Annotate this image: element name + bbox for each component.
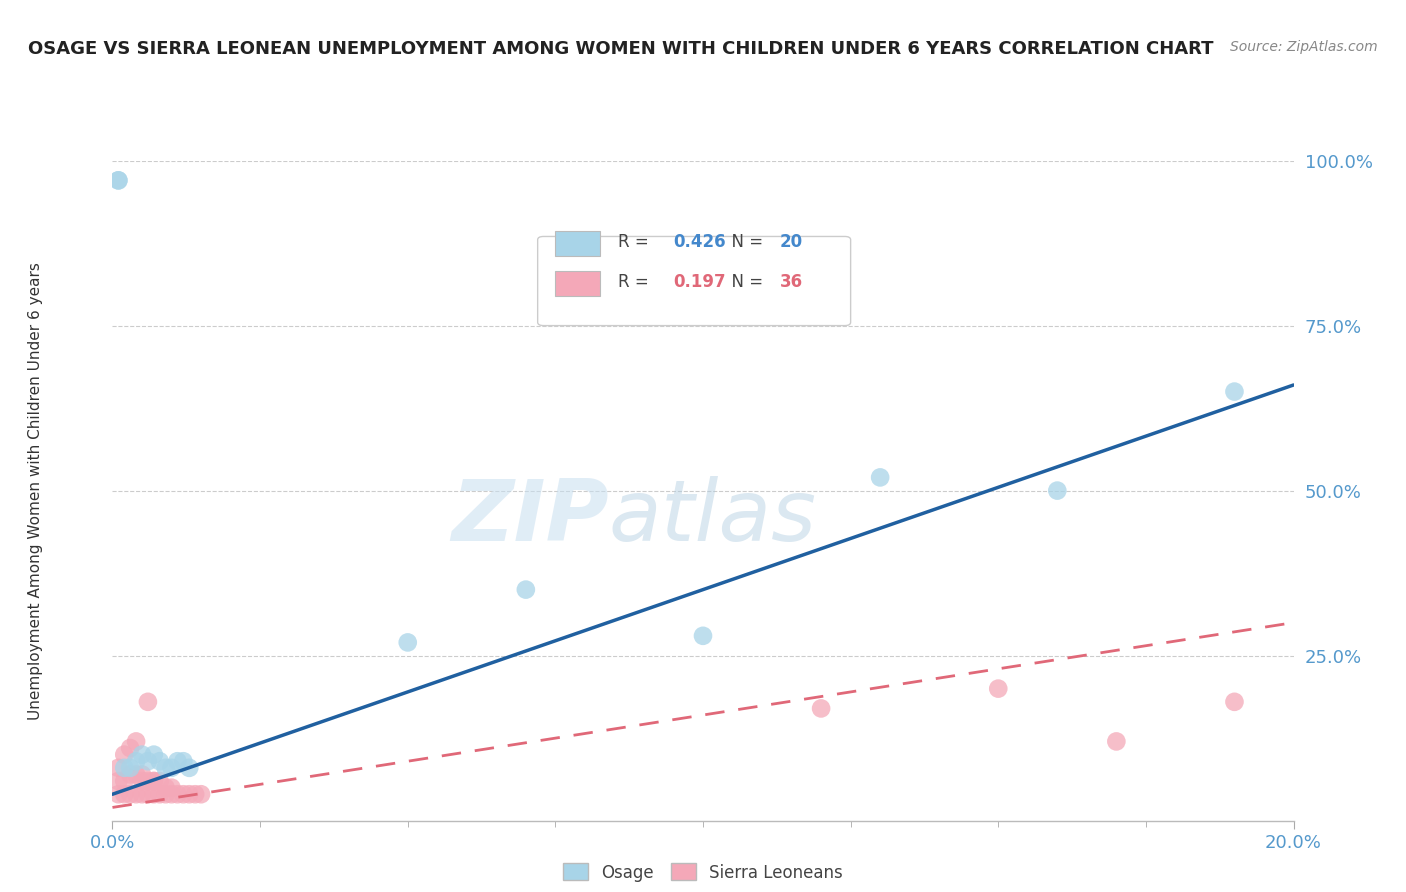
Point: [179, 787, 201, 801]
Point: [172, 787, 194, 801]
Point: [120, 761, 142, 775]
Point: [142, 787, 165, 801]
Point: [125, 754, 148, 768]
Point: [810, 701, 832, 715]
Text: 20: 20: [780, 234, 803, 252]
Point: [142, 774, 165, 789]
Text: 36: 36: [780, 273, 803, 291]
Point: [155, 761, 177, 775]
Point: [142, 774, 165, 789]
Point: [142, 747, 165, 762]
Text: R =: R =: [619, 234, 654, 252]
Point: [160, 780, 183, 795]
Text: 0.197: 0.197: [673, 273, 725, 291]
Point: [149, 754, 172, 768]
Point: [190, 787, 212, 801]
Point: [396, 635, 419, 649]
Point: [107, 761, 129, 775]
Point: [125, 734, 148, 748]
Point: [515, 582, 537, 597]
Point: [112, 747, 135, 762]
Point: [1046, 483, 1069, 498]
Point: [107, 173, 129, 187]
Text: 0.426: 0.426: [673, 234, 725, 252]
Point: [107, 173, 129, 187]
Point: [120, 741, 142, 756]
Text: N =: N =: [721, 273, 768, 291]
Point: [987, 681, 1010, 696]
Point: [112, 787, 135, 801]
Point: [131, 747, 153, 762]
Point: [149, 787, 172, 801]
Point: [160, 787, 183, 801]
Point: [131, 767, 153, 781]
Point: [136, 787, 159, 801]
Point: [155, 787, 177, 801]
FancyBboxPatch shape: [555, 271, 600, 296]
Point: [172, 754, 194, 768]
Point: [136, 695, 159, 709]
FancyBboxPatch shape: [555, 231, 600, 256]
Point: [120, 787, 142, 801]
Point: [1223, 695, 1246, 709]
Point: [136, 774, 159, 789]
Point: [149, 774, 172, 789]
Point: [1223, 384, 1246, 399]
Text: Source: ZipAtlas.com: Source: ZipAtlas.com: [1230, 40, 1378, 54]
Point: [184, 787, 207, 801]
Legend: Osage, Sierra Leoneans: Osage, Sierra Leoneans: [557, 856, 849, 888]
Text: atlas: atlas: [609, 475, 817, 558]
Point: [166, 754, 188, 768]
Point: [1105, 734, 1128, 748]
Point: [107, 787, 129, 801]
Point: [692, 629, 714, 643]
Point: [112, 774, 135, 789]
Point: [131, 787, 153, 801]
Point: [107, 774, 129, 789]
Point: [155, 780, 177, 795]
Point: [160, 761, 183, 775]
Point: [112, 761, 135, 775]
Point: [166, 787, 188, 801]
Text: ZIP: ZIP: [451, 475, 609, 558]
Text: R =: R =: [619, 273, 654, 291]
Point: [131, 774, 153, 789]
Point: [136, 754, 159, 768]
Point: [125, 767, 148, 781]
FancyBboxPatch shape: [537, 236, 851, 326]
Text: OSAGE VS SIERRA LEONEAN UNEMPLOYMENT AMONG WOMEN WITH CHILDREN UNDER 6 YEARS COR: OSAGE VS SIERRA LEONEAN UNEMPLOYMENT AMO…: [28, 40, 1213, 58]
Point: [120, 767, 142, 781]
Text: Unemployment Among Women with Children Under 6 years: Unemployment Among Women with Children U…: [28, 261, 42, 720]
Point: [125, 787, 148, 801]
Text: N =: N =: [721, 234, 768, 252]
Point: [179, 761, 201, 775]
Point: [869, 470, 891, 484]
